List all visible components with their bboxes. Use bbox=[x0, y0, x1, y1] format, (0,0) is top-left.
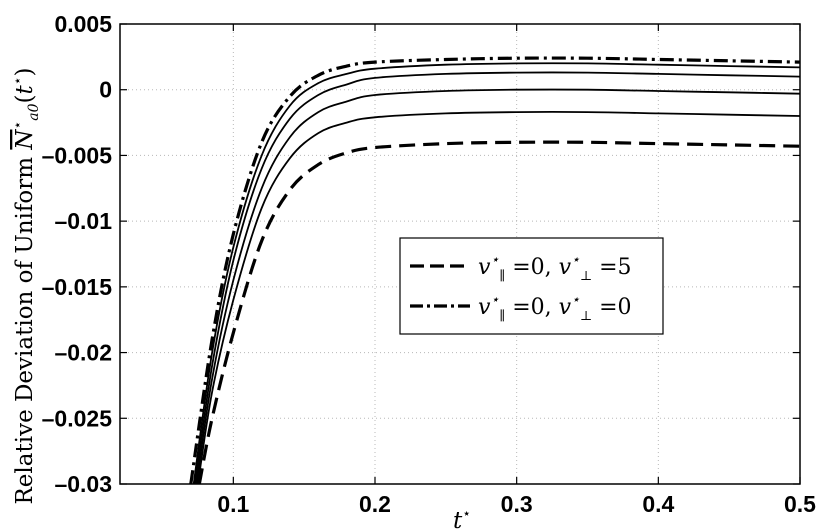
svg-text:Relative Deviation of Uniform: Relative Deviation of Uniform N⋆a0(t⋆) bbox=[10, 67, 42, 504]
x-axis-label: t⋆ bbox=[453, 506, 471, 532]
series-layer bbox=[189, 56, 801, 485]
series-line-dashed-5 bbox=[197, 140, 801, 485]
y-axis-label: Relative Deviation of Uniform N⋆a0(t⋆) bbox=[10, 67, 42, 504]
y-tick-label: –0.005 bbox=[42, 142, 113, 168]
y-tick-label: –0.015 bbox=[42, 274, 113, 300]
y-tick-label: –0.025 bbox=[42, 405, 113, 431]
x-tick-label: 0.4 bbox=[642, 491, 674, 517]
legend: v⋆∥ =0, v⋆⊥ =5 v⋆∥ =0, v⋆⊥ =0 bbox=[399, 237, 664, 335]
series-line-solid-4 bbox=[197, 110, 801, 485]
x-tick-label: 0.5 bbox=[784, 491, 816, 517]
y-tick-label: –0.01 bbox=[54, 208, 112, 234]
y-tick-label: –0.03 bbox=[54, 471, 112, 497]
series-line-solid-2 bbox=[194, 71, 801, 485]
series-line-solid-3 bbox=[195, 88, 801, 485]
y-tick-label: –0.02 bbox=[54, 340, 112, 366]
ticks: 0.1 0.2 0.3 0.4 0.5 0.005 0 –0.005 –0.01 –0.015 –0… bbox=[42, 11, 817, 517]
x-tick-label: 0.1 bbox=[217, 491, 249, 517]
y-tick-label: 0.005 bbox=[54, 11, 112, 37]
plot-frame bbox=[119, 23, 801, 485]
y-tick-label: 0 bbox=[99, 77, 112, 103]
x-tick-label: 0.2 bbox=[359, 491, 391, 517]
series-line-solid-1 bbox=[192, 62, 801, 485]
series-line-dashdot-0 bbox=[189, 56, 801, 485]
legend-box bbox=[399, 237, 664, 335]
x-tick-label: 0.3 bbox=[501, 491, 533, 517]
